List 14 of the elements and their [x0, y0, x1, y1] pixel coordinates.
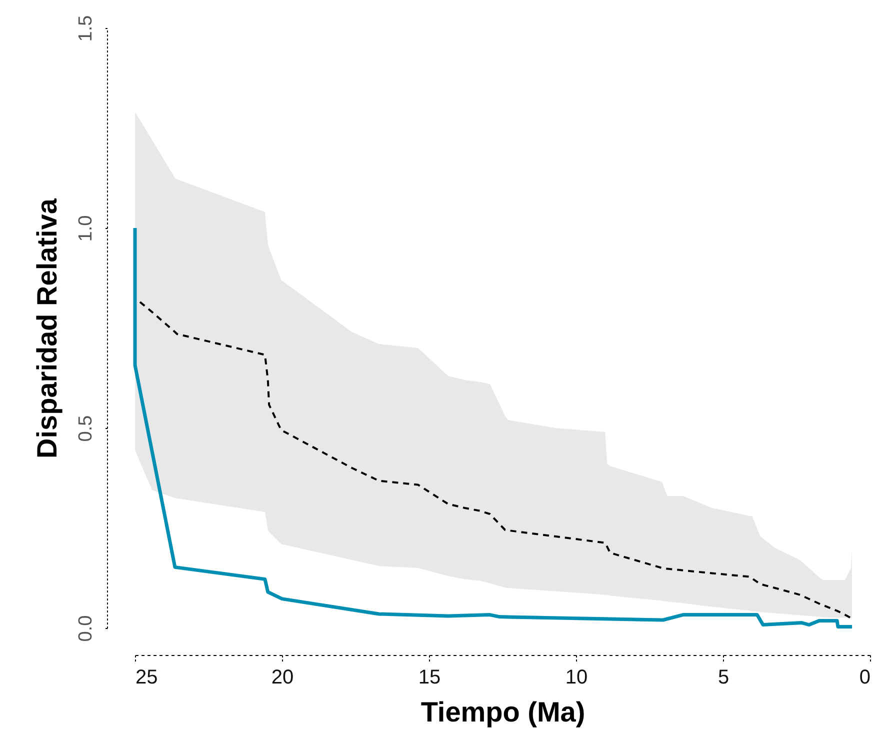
x-tick-label: 10	[565, 666, 588, 688]
y-tick-label: 0.5	[76, 415, 96, 442]
x-axis-title: Tiempo (Ma)	[420, 696, 586, 728]
x-tick-label: 5	[718, 666, 730, 688]
y-tick-label: 0.0	[76, 615, 96, 642]
line-series	[133, 226, 854, 629]
y-axis-title: Disparidad Relativa	[32, 198, 62, 458]
line-series	[139, 301, 852, 619]
x-tick-label: 0	[859, 666, 870, 688]
x-tick-label: 20	[271, 666, 294, 688]
x-tick-label: 15	[418, 666, 441, 688]
y-tick-label: 1.0	[76, 215, 96, 242]
x-tick-label: 25	[136, 666, 158, 688]
y-tick-label: 1.5	[76, 15, 96, 42]
